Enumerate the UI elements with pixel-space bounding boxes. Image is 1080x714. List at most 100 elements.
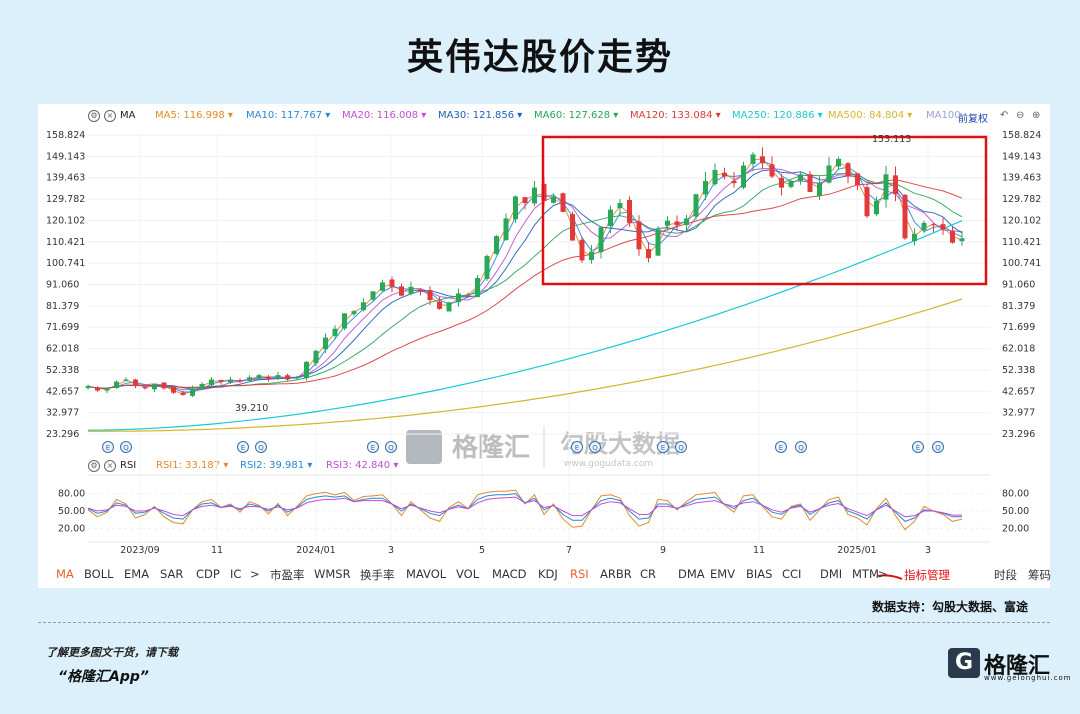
tab-item[interactable]: BIAS	[746, 567, 773, 581]
tab-item[interactable]: CR	[640, 567, 657, 581]
tab-item[interactable]: 换手率	[360, 568, 395, 582]
tab-item[interactable]: ARBR	[600, 567, 632, 581]
x-tick-label: 11	[211, 545, 223, 556]
ma-legend-item[interactable]: MA60: 127.628 ▾	[534, 110, 619, 121]
data-support-text: 数据支持：勾股大数据、富途	[871, 600, 1028, 614]
x-tick-label: 2024/01	[296, 545, 335, 556]
highlight-box	[541, 135, 988, 286]
ma-legend-item[interactable]: MA500: 84.804 ▾	[828, 110, 913, 121]
page-title: 英伟达股价走势	[406, 37, 673, 78]
candle-body	[836, 158, 841, 167]
tab-item[interactable]: MTM	[852, 567, 879, 581]
x-tick-label: 11	[753, 545, 765, 556]
tab-item[interactable]: BOLL	[84, 567, 114, 581]
watermark-url: www.gogudata.com	[564, 459, 653, 469]
ma-legend-item[interactable]: MA10: 117.767 ▾	[246, 110, 331, 121]
candle-body	[161, 382, 167, 389]
tab-item[interactable]: EMA	[124, 567, 150, 581]
candle-body	[560, 193, 566, 212]
candle-body	[874, 200, 879, 215]
y-tick-label-right: 32.977	[1002, 408, 1035, 419]
tab-item[interactable]: CDP	[196, 567, 220, 581]
ma-legend-item[interactable]: MA250: 120.886 ▾	[732, 110, 823, 121]
tab-item[interactable]: 市盈率	[270, 568, 305, 582]
candle-body	[855, 173, 860, 186]
y-tick-label-left: 120.102	[46, 215, 85, 226]
tab-item[interactable]: KDJ	[538, 567, 558, 581]
footer-divider	[38, 622, 1050, 623]
event-marker-letter: E	[661, 444, 665, 452]
tab-item[interactable]: MA	[56, 567, 74, 581]
tab-item[interactable]: 筹码	[1028, 568, 1051, 582]
y-tick-label-right: 110.421	[1002, 237, 1041, 248]
tab-item[interactable]: >	[878, 567, 888, 581]
candle-body	[380, 282, 385, 291]
y-tick-label-right: 62.018	[1002, 344, 1035, 355]
y-tick-label-left: 139.463	[46, 173, 85, 184]
rsi-legend-item[interactable]: RSI2: 39.981 ▾	[240, 460, 313, 471]
y-tick-label-right: 23.296	[1002, 429, 1035, 440]
candle-body	[218, 379, 224, 382]
candle-body	[750, 154, 756, 164]
event-marker-letter: Q	[935, 444, 941, 452]
tab-item[interactable]: MACD	[492, 567, 527, 581]
candle-body	[703, 180, 708, 195]
tab-item[interactable]: RSI	[570, 567, 589, 581]
candle-body	[437, 301, 442, 309]
event-marker-icon	[589, 441, 601, 453]
event-marker-icon	[120, 441, 132, 453]
tab-item[interactable]: SAR	[160, 567, 184, 581]
x-tick-label: 5	[479, 545, 485, 556]
candle-body	[209, 379, 214, 386]
candle-body	[237, 380, 243, 382]
logo-name: 格隆汇	[984, 654, 1051, 679]
close-icon[interactable]: ×	[104, 110, 116, 122]
gelonghui-logo-icon: G	[948, 648, 980, 678]
underline-mark	[877, 574, 903, 580]
x-tick-label: 3	[388, 545, 394, 556]
y-tick-label-left: 110.421	[46, 237, 85, 248]
ma-label: MA	[120, 110, 136, 121]
candle-body	[826, 165, 832, 183]
tab-item[interactable]: DMI	[820, 567, 843, 581]
watermark-logo-icon	[406, 430, 442, 464]
ma-legend-item[interactable]: MA100	[926, 110, 961, 121]
candle-body	[114, 381, 119, 389]
y-tick-label-right: 100.741	[1002, 258, 1041, 269]
event-marker-icon	[932, 441, 944, 453]
undo-icon[interactable]: ↶	[1000, 110, 1009, 121]
tab-item[interactable]: EMV	[710, 567, 736, 581]
rsi-close-icon[interactable]: ×	[104, 460, 116, 472]
event-marker-icon	[255, 441, 267, 453]
event-marker-letter: E	[779, 444, 783, 452]
tab-item[interactable]: DMA	[678, 567, 705, 581]
rsi-legend-item[interactable]: RSI1: 33.187 ▾	[156, 460, 229, 471]
tab-item[interactable]: MAVOL	[406, 567, 447, 581]
zoom-out-icon[interactable]: ⊖	[1016, 110, 1025, 121]
tab-item[interactable]: WMSR	[314, 567, 351, 581]
tab-item[interactable]: 时段	[994, 568, 1017, 582]
tab-item[interactable]: VOL	[456, 567, 480, 581]
candle-body	[95, 387, 100, 391]
ma-legend-item[interactable]: MA30: 121.856 ▾	[438, 110, 523, 121]
y-tick-label-left: 42.657	[46, 386, 79, 397]
restore-button[interactable]: 前复权	[958, 114, 988, 125]
rsi-settings-icon[interactable]: ⚙	[88, 460, 100, 472]
ma-legend-item[interactable]: MA5: 116.998 ▾	[155, 110, 233, 121]
settings-icon[interactable]: ⚙	[88, 110, 100, 122]
ma-legend-item[interactable]: MA120: 133.084 ▾	[630, 110, 721, 121]
candle-body	[456, 293, 461, 303]
tab-item[interactable]: IC	[230, 567, 242, 581]
ma-legend-item[interactable]: MA20: 116.008 ▾	[342, 110, 427, 121]
x-tick-label: 2025/01	[837, 545, 876, 556]
candle-body	[418, 289, 423, 292]
tab-item[interactable]: >	[250, 567, 260, 581]
tab-item[interactable]: 指标管理	[904, 568, 950, 582]
x-tick-label: 2023/09	[120, 545, 159, 556]
candle-body	[285, 375, 290, 380]
rsi-legend-item[interactable]: RSI3: 42.840 ▾	[326, 460, 399, 471]
x-tick-label: 3	[925, 545, 931, 556]
zoom-in-icon[interactable]: ⊕	[1032, 110, 1041, 121]
tab-item[interactable]: CCI	[782, 567, 802, 581]
event-marker-letter: E	[371, 444, 375, 452]
